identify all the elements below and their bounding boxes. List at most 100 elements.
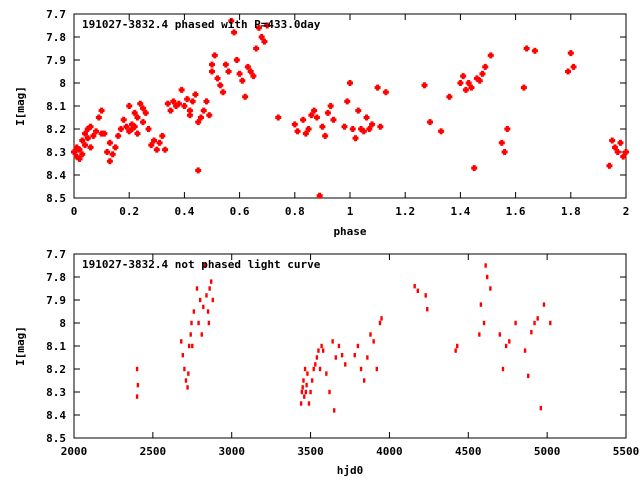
data-point — [542, 302, 546, 307]
data-point-v — [160, 132, 164, 139]
data-point-v — [304, 130, 308, 137]
data-point — [314, 362, 317, 367]
y-tick-label: 8.5 — [46, 192, 66, 205]
data-point-v — [78, 146, 82, 153]
data-point — [337, 343, 341, 349]
y-tick-label: 7.7 — [46, 248, 66, 261]
x-tick-label: 3000 — [218, 445, 245, 458]
data-point-v — [144, 109, 148, 116]
data-point-v — [83, 130, 87, 137]
data-point-v — [262, 38, 266, 45]
data-point-v — [80, 151, 84, 158]
data-point-v — [163, 146, 167, 153]
data-point-v — [116, 132, 120, 139]
data-point — [211, 297, 214, 303]
data-point-v — [467, 80, 471, 86]
plot-frame — [73, 13, 627, 199]
data-point-v — [480, 70, 484, 77]
data-point-v — [376, 84, 380, 91]
data-point — [301, 385, 304, 390]
chart-title: 191027-3832.4 not phased light curve — [82, 258, 321, 271]
data-point — [479, 302, 483, 307]
data-point-v — [309, 112, 313, 119]
data-point-v — [616, 149, 620, 155]
data-point — [202, 304, 205, 310]
data-point-v — [351, 126, 355, 132]
data-point-v — [196, 119, 200, 126]
data-point-v — [265, 22, 269, 29]
x-tick-label: 1.2 — [395, 205, 415, 218]
data-point — [183, 366, 186, 372]
data-point-v — [257, 24, 261, 31]
data-point — [184, 378, 188, 383]
data-point — [549, 320, 552, 326]
data-point — [321, 348, 325, 353]
data-point-v — [296, 128, 300, 135]
data-point-v — [345, 98, 349, 105]
data-point — [533, 320, 536, 326]
data-point — [344, 362, 347, 367]
data-point — [186, 385, 189, 390]
data-point-v — [522, 84, 526, 91]
data-point-v — [210, 61, 214, 68]
y-tick-label: 7.7 — [46, 8, 66, 21]
data-point — [312, 366, 315, 372]
data-point-v — [171, 98, 175, 105]
data-point-v — [326, 109, 330, 116]
data-point — [325, 371, 328, 376]
data-point-v — [566, 68, 570, 75]
data-point — [210, 279, 213, 284]
data-point-v — [331, 116, 335, 123]
y-tick-label: 8 — [59, 317, 66, 330]
data-point-v — [370, 121, 374, 128]
chart-panel-1: 0 0.2 0.4 0.6 0.8 1 1.2 1.4 1.6 1.8 2 7.7 7.8 7.9 8 8.1… — [14, 8, 629, 238]
data-point — [300, 389, 304, 395]
x-tick-label: 4000 — [376, 445, 403, 458]
data-point-v — [75, 144, 79, 151]
x-tick-label: 2 — [623, 205, 630, 218]
y-tick-label: 8.1 — [46, 100, 66, 113]
data-point-v — [169, 107, 173, 114]
data-point-v — [569, 50, 573, 57]
data-point-v — [618, 139, 622, 146]
x-tick-label: 2000 — [61, 445, 88, 458]
chart-panel-2: 2000 2500 3000 3500 4000 4500 5000 5500 7.7 7.8 7.… — [14, 248, 639, 477]
data-point — [302, 378, 305, 383]
data-point-v — [149, 142, 153, 149]
data-point — [206, 309, 210, 314]
data-point-v — [193, 91, 197, 98]
data-point-v — [113, 144, 117, 151]
data-point-v — [525, 45, 529, 52]
data-point-v — [428, 119, 432, 126]
data-point-v — [119, 126, 123, 132]
data-point-v — [359, 126, 363, 132]
data-point-v — [240, 77, 244, 84]
data-point-v — [207, 112, 211, 119]
data-point — [416, 288, 420, 293]
data-point-v — [147, 126, 151, 132]
data-point — [482, 320, 486, 326]
x-tick-label: 4500 — [455, 445, 482, 458]
data-point-v — [235, 57, 239, 63]
data-point-v — [135, 130, 139, 137]
data-point — [305, 382, 308, 388]
data-point-v — [174, 103, 178, 109]
data-point — [187, 343, 191, 349]
data-point-v — [367, 126, 371, 132]
data-point-v — [124, 123, 128, 130]
data-point — [208, 286, 211, 291]
data-point-v — [83, 142, 87, 149]
x-tick-label: 1.6 — [506, 205, 526, 218]
data-point — [310, 378, 314, 383]
data-point-v — [384, 89, 388, 96]
data-point-v — [243, 93, 247, 100]
data-point — [369, 332, 372, 337]
data-point-v — [238, 70, 242, 77]
x-tick-label: 5500 — [613, 445, 640, 458]
data-point — [135, 394, 139, 399]
data-point-v — [293, 121, 297, 128]
data-point-v — [130, 121, 134, 128]
data-point — [498, 332, 502, 337]
data-point — [136, 382, 140, 388]
data-point-v — [312, 107, 316, 114]
